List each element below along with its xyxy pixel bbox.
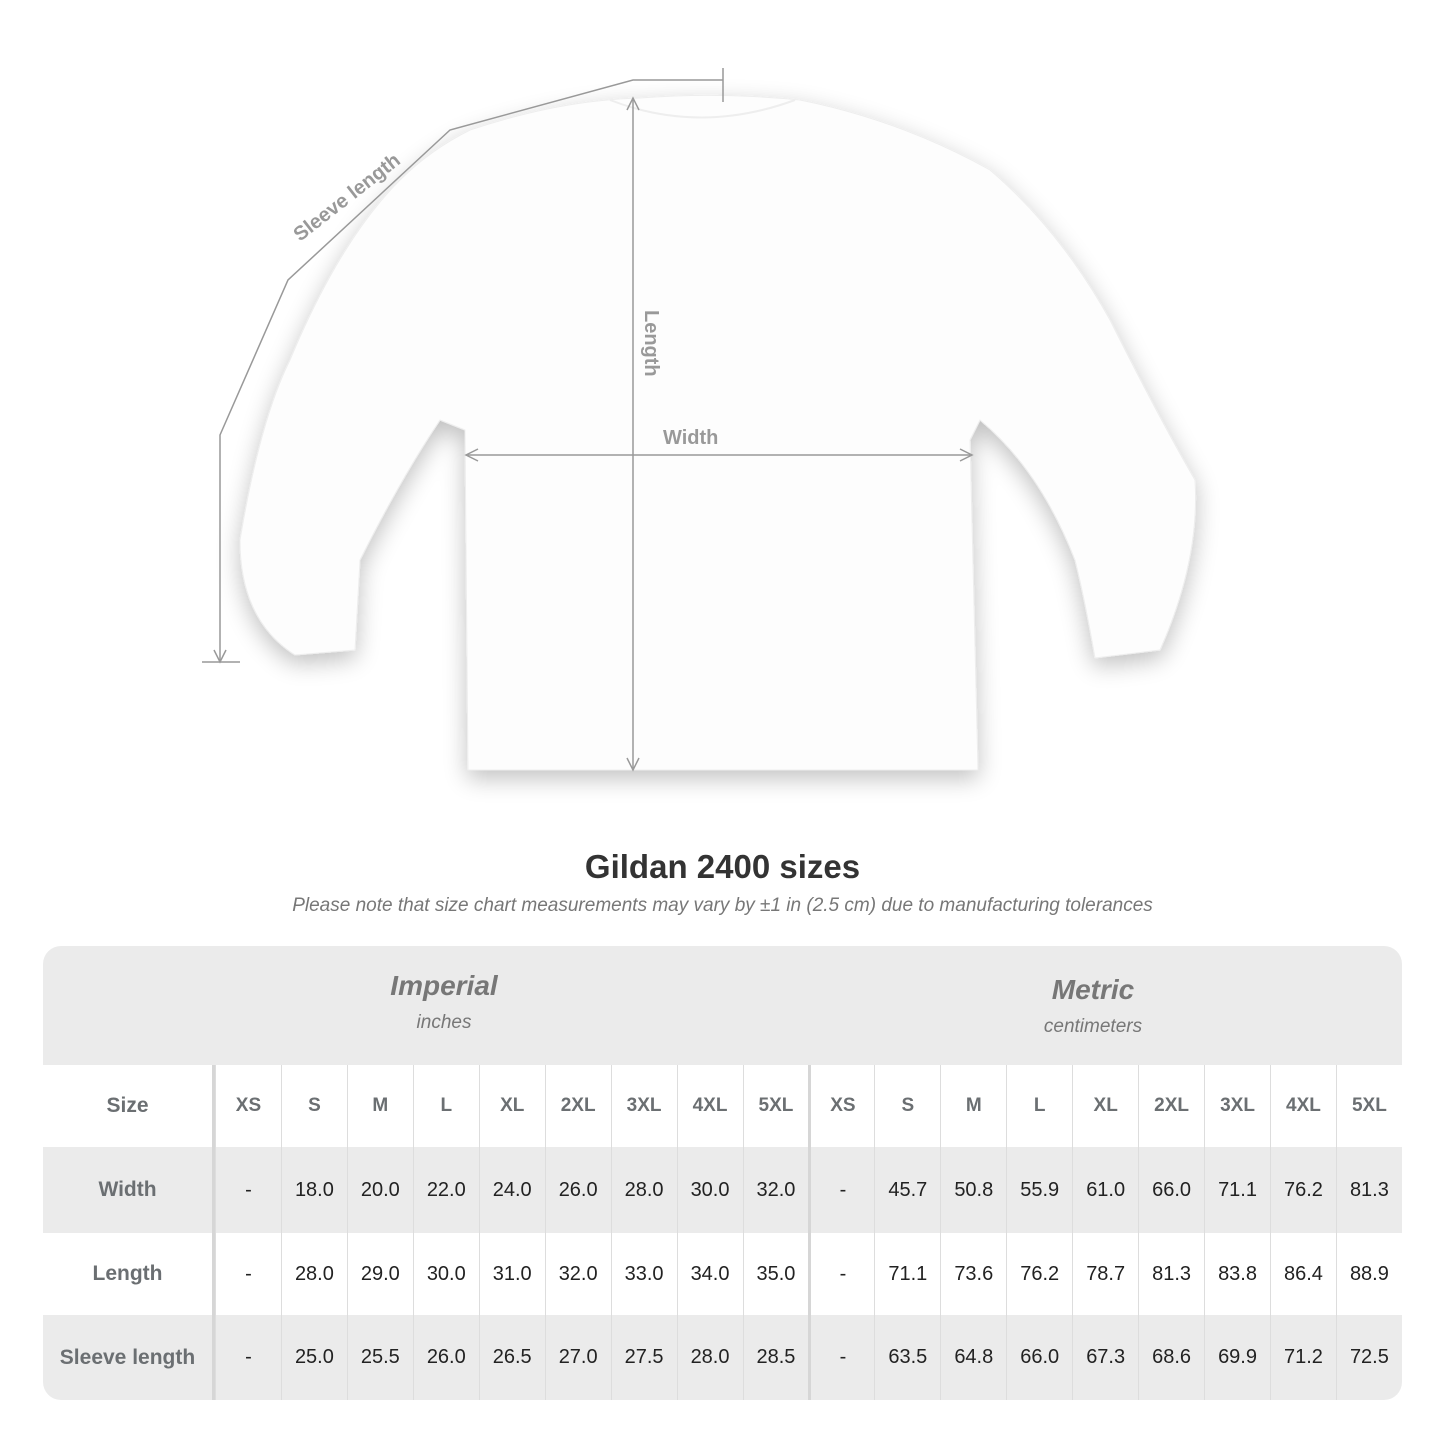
metric-value: -	[808, 1147, 874, 1233]
metric-value: 88.9	[1335, 1233, 1402, 1315]
metric-size-xs: XS	[808, 1065, 874, 1147]
imperial-value: 26.0	[544, 1147, 611, 1233]
metric-value: 64.8	[940, 1315, 1006, 1400]
metric-value: 66.0	[1006, 1315, 1072, 1400]
row-label: Width	[43, 1147, 215, 1233]
table-row-width: Width -18.0 20.0 22.0 24.0 26.0 28.0 30.0 32.0-4…	[43, 1147, 1402, 1233]
imperial-value: 26.5	[478, 1315, 545, 1400]
imperial-value: 29.0	[346, 1233, 413, 1315]
metric-value: 78.7	[1072, 1233, 1138, 1315]
size-table: Imperial inches Metric centimeters Size X…	[43, 946, 1402, 1400]
imperial-value: 28.5	[742, 1315, 809, 1400]
metric-value: 66.0	[1138, 1147, 1204, 1233]
imperial-value: 20.0	[346, 1147, 413, 1233]
metric-size-3xl: 3XL	[1204, 1065, 1270, 1147]
length-label: Length	[640, 310, 662, 377]
metric-size-l: L	[1006, 1065, 1072, 1147]
metric-size-s: S	[874, 1065, 940, 1147]
metric-size-4xl: 4XL	[1270, 1065, 1336, 1147]
metric-size-5xl: 5XL	[1335, 1065, 1402, 1147]
imperial-size-2xl: 2XL	[544, 1065, 611, 1147]
imperial-value: 18.0	[280, 1147, 347, 1233]
metric-value: 81.3	[1335, 1147, 1402, 1233]
size-header-row: Size XS S M L XL 2XL 3XL 4XL 5XL XS S M L XL 2XL 3XL 4XL 5…	[43, 1065, 1402, 1147]
metric-value: 81.3	[1138, 1233, 1204, 1315]
imperial-title: Imperial	[390, 970, 498, 1001]
metric-value: 73.6	[940, 1233, 1006, 1315]
width-label: Width	[663, 427, 718, 449]
imperial-value: 22.0	[412, 1147, 479, 1233]
imperial-unit: inches	[416, 1012, 472, 1033]
metric-header: Metric centimeters	[863, 974, 1323, 1038]
imperial-size-4xl: 4XL	[676, 1065, 743, 1147]
metric-value: 61.0	[1072, 1147, 1138, 1233]
imperial-header: Imperial inches	[215, 970, 673, 1034]
measurement-lines	[202, 68, 974, 772]
imperial-value: 28.0	[676, 1315, 743, 1400]
metric-value: 69.9	[1204, 1315, 1270, 1400]
metric-size-2xl: 2XL	[1138, 1065, 1204, 1147]
imperial-value: 25.5	[346, 1315, 413, 1400]
imperial-value: 34.0	[676, 1233, 743, 1315]
imperial-value: 35.0	[742, 1233, 809, 1315]
imperial-value: 31.0	[478, 1233, 545, 1315]
metric-title: Metric	[1051, 974, 1135, 1005]
imperial-value: 32.0	[544, 1233, 611, 1315]
metric-value: 86.4	[1270, 1233, 1336, 1315]
page-title: Gildan 2400 sizes	[584, 848, 861, 885]
row-label: Length	[43, 1233, 215, 1315]
imperial-value: 30.0	[412, 1233, 479, 1315]
metric-value: -	[808, 1315, 874, 1400]
metric-value: 63.5	[874, 1315, 940, 1400]
table-row-sleeve-length: Sleeve length -25.0 25.5 26.0 26.5 27.0 27.5 28…	[43, 1315, 1402, 1400]
size-label: Size	[43, 1065, 215, 1147]
imperial-value: 33.0	[610, 1233, 677, 1315]
imperial-value: -	[215, 1147, 281, 1233]
imperial-value: 30.0	[676, 1147, 743, 1233]
imperial-value: 26.0	[412, 1315, 479, 1400]
metric-size-xl: XL	[1072, 1065, 1138, 1147]
metric-value: 83.8	[1204, 1233, 1270, 1315]
sleeve-length-line	[219, 79, 723, 660]
shirt-measurement-diagram: Sleeve length Length Width	[202, 68, 1197, 772]
imperial-size-3xl: 3XL	[610, 1065, 677, 1147]
metric-value: 72.5	[1335, 1315, 1402, 1400]
imperial-size-5xl: 5XL	[742, 1065, 809, 1147]
metric-value: 71.1	[1204, 1147, 1270, 1233]
imperial-value: 28.0	[280, 1233, 347, 1315]
metric-value: 67.3	[1072, 1315, 1138, 1400]
imperial-value: 25.0	[280, 1315, 347, 1400]
imperial-size-xs: XS	[215, 1065, 281, 1147]
imperial-value: 24.0	[478, 1147, 545, 1233]
imperial-size-s: S	[280, 1065, 347, 1147]
metric-value: 76.2	[1270, 1147, 1336, 1233]
imperial-size-m: M	[346, 1065, 413, 1147]
imperial-value: 28.0	[610, 1147, 677, 1233]
metric-value: 71.2	[1270, 1315, 1336, 1400]
metric-value: -	[808, 1233, 874, 1315]
metric-unit: centimeters	[1043, 1016, 1143, 1037]
imperial-value: 27.0	[544, 1315, 611, 1400]
unit-header-band	[43, 946, 1402, 1065]
imperial-value: 27.5	[610, 1315, 677, 1400]
imperial-size-l: L	[412, 1065, 479, 1147]
imperial-value: 32.0	[742, 1147, 809, 1233]
shirt-image	[239, 94, 1197, 771]
imperial-value: -	[215, 1233, 281, 1315]
imperial-value: -	[215, 1315, 281, 1400]
table-row-length: Length -28.0 29.0 30.0 31.0 32.0 33.0 34.0 35.0-…	[43, 1233, 1402, 1315]
metric-value: 45.7	[874, 1147, 940, 1233]
metric-size-m: M	[940, 1065, 1006, 1147]
imperial-size-xl: XL	[478, 1065, 545, 1147]
tolerance-note: Please note that size chart measurements…	[292, 895, 1153, 916]
metric-value: 71.1	[874, 1233, 940, 1315]
metric-value: 50.8	[940, 1147, 1006, 1233]
metric-value: 55.9	[1006, 1147, 1072, 1233]
metric-value: 76.2	[1006, 1233, 1072, 1315]
metric-value: 68.6	[1138, 1315, 1204, 1400]
row-label: Sleeve length	[43, 1315, 215, 1400]
